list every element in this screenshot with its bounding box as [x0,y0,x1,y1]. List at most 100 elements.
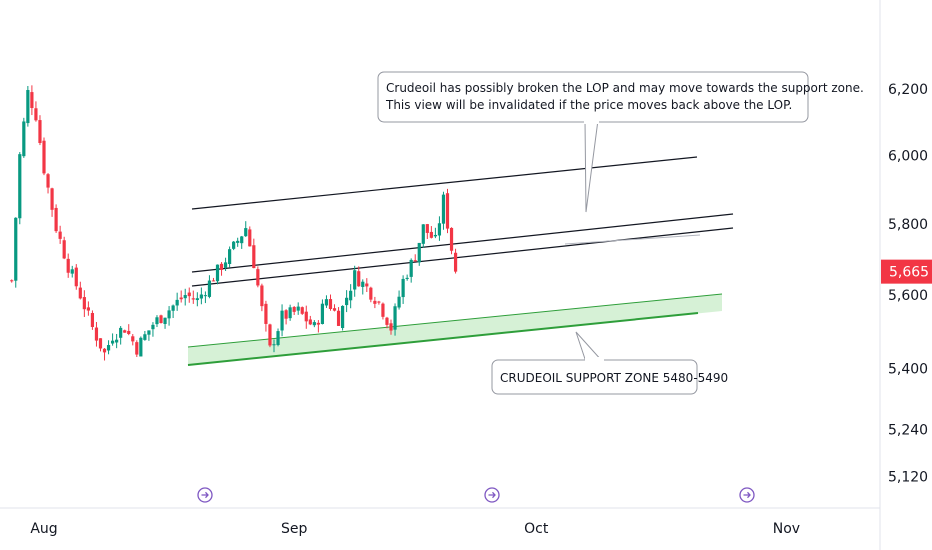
event-marker-arrow [201,491,209,499]
candle [22,117,26,158]
candle [300,306,304,315]
candle-body [183,295,187,299]
candle [135,340,139,358]
candle [94,322,99,347]
candle [127,324,131,336]
candle [405,274,409,281]
candle [236,237,240,247]
candle-body [304,311,308,322]
candle [38,115,42,146]
candle-body [54,207,58,232]
candle [187,287,191,303]
candle [66,253,70,278]
candle [304,305,308,329]
candle-body [252,245,256,269]
candle-body [389,323,393,331]
candle-body [248,229,252,247]
candle-body [365,283,369,287]
annotations[interactable]: Crudeoil has possibly broken the LOP and… [377,71,864,395]
time-tick-label: Oct [524,521,549,537]
candle-body [449,227,454,251]
price-line [564,234,701,245]
candle-body [219,263,224,270]
candle-body [324,299,329,306]
candle [139,336,143,357]
candle [119,326,123,345]
candle-body [244,228,248,237]
time-axis[interactable]: Aug Sep Oct Nov [30,521,800,537]
candle-body [74,267,78,287]
lop-line-lower[interactable] [191,227,734,287]
event-marker-icon[interactable] [197,487,213,503]
candle [316,320,320,333]
candle [175,292,179,311]
support-zone-fill[interactable] [188,294,722,365]
candle [393,303,397,336]
candle [42,137,46,176]
candle [345,290,349,313]
candle-body [94,327,99,341]
candle [207,275,212,299]
candle [369,286,373,303]
candle-body [106,345,111,351]
candle [292,306,296,316]
candle [409,258,413,283]
candle [272,339,276,353]
candle [312,320,316,328]
candle-body [300,307,304,314]
note-lop[interactable]: Crudeoil has possibly broken the LOP and… [377,71,864,213]
note-support-zone[interactable]: CRUDEOIL SUPPORT ZONE 5480-5490 [491,331,728,395]
time-tick-label: Sep [281,521,308,537]
candle-body [353,270,357,290]
event-marker-icon[interactable] [484,487,500,503]
candle [151,322,155,337]
candle [284,309,288,325]
candle-body [240,236,244,244]
candle [18,152,22,225]
candle [106,340,111,355]
candle-body [58,231,62,239]
candle [280,304,284,337]
candle-body [292,306,296,312]
candle [332,304,337,312]
price-axis[interactable]: 6,200 6,000 5,800 5,600 5,400 5,240 5,120 [888,82,928,485]
candle [240,235,244,249]
candle [429,226,433,239]
price-tick-label: 5,400 [888,362,928,378]
candle-body [361,281,365,287]
candle [264,300,268,332]
trend-lines[interactable] [191,156,734,287]
candle-body [191,298,195,300]
candle-body [10,280,14,282]
candle-body [409,259,413,277]
candle-body [135,342,139,355]
candle-body [441,194,446,224]
note-box[interactable] [377,71,809,123]
candle [90,310,95,330]
candle [50,187,54,217]
event-marker-icon[interactable] [739,487,755,503]
candle-body [215,264,220,282]
candle [336,307,341,326]
event-markers[interactable] [197,487,755,503]
candle-body [127,330,131,334]
candle [26,85,30,127]
candle-body [413,260,417,262]
candle [98,338,103,352]
candle-body [98,338,103,349]
candle [123,329,127,333]
lop-line-upper[interactable] [191,213,734,273]
candle-body [284,310,288,319]
candle-body [272,344,276,346]
candle-body [110,340,115,344]
candle [268,323,272,348]
candle [179,290,183,303]
candle [433,227,437,239]
channel-upper-line[interactable] [191,156,698,210]
candle-body [102,348,107,353]
candle-body [453,252,458,272]
candle-body [437,223,442,236]
candle-body [345,297,349,306]
